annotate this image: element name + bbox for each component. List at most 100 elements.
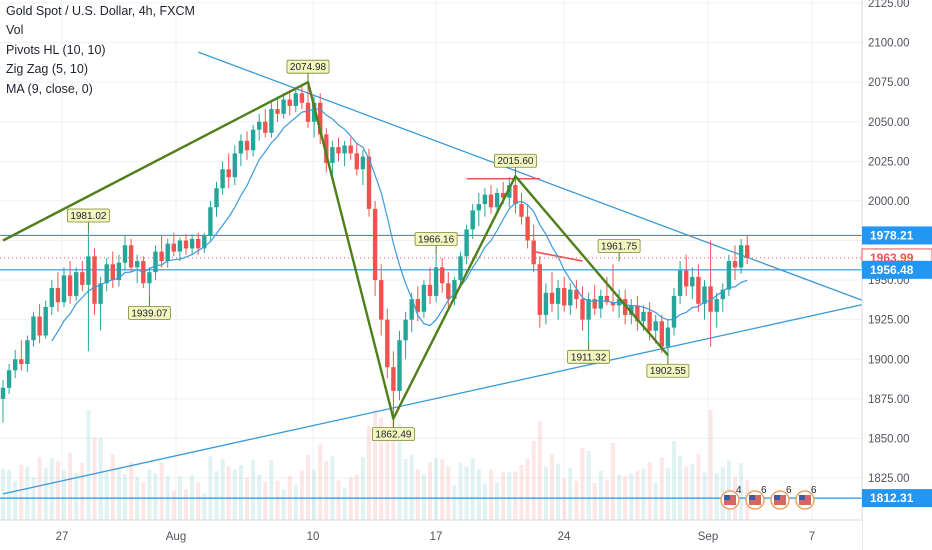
volume-bar (324, 460, 329, 520)
volume-bar (74, 473, 79, 520)
candle-body (702, 286, 707, 304)
event-badge[interactable]: 4 (720, 485, 742, 510)
candle-body (250, 129, 256, 151)
candle-body (714, 299, 719, 312)
candlesticks (0, 82, 750, 423)
candle-body (525, 216, 530, 241)
candle-body (580, 299, 585, 320)
candle-body (80, 272, 85, 285)
volume-bar (665, 468, 670, 520)
candle-body (568, 289, 573, 306)
candle-body (598, 295, 603, 309)
volume-bar (629, 473, 634, 520)
candle-body (555, 288, 561, 304)
price-label-text: 1956.48 (870, 263, 914, 277)
pivot-label: 1939.07 (127, 297, 171, 320)
volume-bar (214, 471, 219, 520)
candle-body (31, 316, 36, 341)
candle-body (610, 302, 616, 306)
volume-bar (489, 469, 493, 520)
ma-line (51, 108, 748, 342)
candle-body (708, 286, 713, 312)
legend-volume[interactable]: Vol (6, 23, 24, 38)
volume-bar (476, 469, 481, 520)
flag-canton-icon (774, 495, 780, 500)
x-axis-ticks: 27 Aug 10 17 24 Sep 7 (56, 531, 816, 543)
volume-bar (708, 410, 713, 520)
event-badges[interactable]: 4 6 6 6 (720, 485, 817, 510)
candle-body (110, 264, 115, 281)
pivot-box (567, 349, 610, 364)
volume-bar (482, 483, 487, 520)
volume-bar (153, 473, 158, 520)
volume-bar (415, 469, 420, 520)
volume-bar (586, 451, 591, 520)
pivot-labels: 2074.98 1981.02 1939.07 1862.49 1966.16 2015.… (67, 59, 690, 442)
candle-body (440, 267, 445, 284)
candle-body (458, 256, 463, 281)
candle-body (354, 153, 359, 170)
event-count: 6 (786, 485, 792, 496)
volume-bar (446, 466, 451, 520)
candle-body (732, 261, 738, 268)
volume-bar (702, 472, 707, 520)
candle-body (659, 321, 664, 347)
volume-bar (428, 462, 432, 520)
legend-pivots[interactable]: Pivots HL (10, 10) (6, 42, 106, 57)
candle-body (537, 264, 542, 315)
volume-bar (208, 456, 213, 520)
volume-bar (458, 463, 463, 520)
candle-body (635, 305, 640, 322)
candle-body (318, 102, 323, 135)
candle-body (287, 99, 292, 106)
candle-body (562, 288, 567, 306)
pivot-box (493, 153, 537, 168)
candle-body (183, 240, 189, 249)
event-badge[interactable]: 6 (770, 485, 792, 510)
volume-bar (360, 457, 365, 520)
candle-body (433, 267, 439, 296)
volume-bar (62, 470, 66, 520)
candle-body (86, 256, 91, 285)
pivot-label: 2015.60 (493, 153, 537, 177)
candle-body (653, 321, 658, 331)
volume-bar (19, 464, 24, 520)
volume-bar (391, 416, 396, 520)
candle-body (275, 109, 280, 114)
volume-bar (251, 460, 256, 520)
volume-bar (86, 410, 91, 520)
volume-bar (574, 480, 579, 520)
candle-body (116, 262, 122, 281)
candle-body (43, 307, 48, 336)
candle-body (488, 194, 494, 208)
volume-bar (543, 466, 548, 520)
candle-body (409, 299, 414, 320)
candle-body (604, 295, 610, 303)
volume-bar (43, 468, 48, 520)
x-tick-label: 17 (430, 531, 443, 543)
volume-bar (318, 444, 323, 520)
price-label-box (862, 489, 932, 508)
y-tick-label: 2000.00 (868, 196, 910, 208)
candle-body (665, 327, 671, 347)
legend-title[interactable]: Gold Spot / U.S. Dollar, 4h, FXCM (6, 4, 195, 18)
candle-body (427, 284, 433, 296)
candle-body (403, 319, 408, 341)
candle-body (135, 261, 140, 268)
volume-bar (495, 482, 500, 520)
volume-bar (409, 454, 414, 520)
legend-zigzag[interactable]: Zig Zag (5, 10) (6, 62, 88, 77)
candle-body (6, 370, 12, 388)
volume-bar (690, 464, 695, 520)
chart-legend: Gold Spot / U.S. Dollar, 4h, FXCM Vol Pi… (6, 2, 195, 99)
candle-body (238, 140, 244, 154)
legend-ma[interactable]: MA (9, close, 0) (6, 81, 93, 96)
candle-body (470, 210, 475, 230)
event-badge[interactable]: 6 (745, 485, 767, 510)
candle-body (336, 147, 341, 154)
volume-bar (550, 454, 554, 520)
candle-body (360, 156, 366, 170)
event-badge[interactable]: 6 (795, 485, 817, 510)
volume-bar (116, 469, 121, 520)
